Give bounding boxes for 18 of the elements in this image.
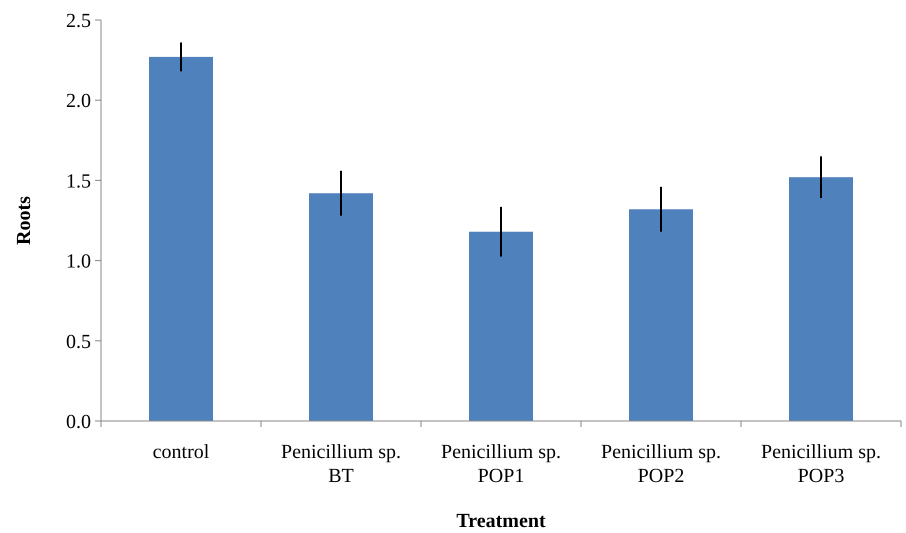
x-tick-label: Penicillium sp. POP3 <box>761 441 881 487</box>
y-tick-label: 2.0 <box>66 90 91 112</box>
bar <box>629 209 693 421</box>
y-tick-label: 0.0 <box>66 411 91 433</box>
bar <box>469 232 533 421</box>
y-tick-label: 2.5 <box>66 10 91 32</box>
x-axis-title: Treatment <box>456 510 546 532</box>
bar <box>309 193 373 421</box>
x-tick-label: Penicillium sp. POP1 <box>441 441 561 487</box>
bar <box>789 177 853 421</box>
y-tick-label: 0.5 <box>66 330 91 353</box>
y-tick-label: 1.0 <box>66 250 91 273</box>
x-tick-label: control <box>152 441 210 463</box>
y-axis-title: Roots <box>13 196 35 245</box>
x-tick-label: Penicillium sp. BT <box>281 441 401 487</box>
bar <box>149 56 213 421</box>
y-tick-label: 1.5 <box>66 170 91 192</box>
x-tick-label: Penicillium sp. POP2 <box>601 441 721 487</box>
